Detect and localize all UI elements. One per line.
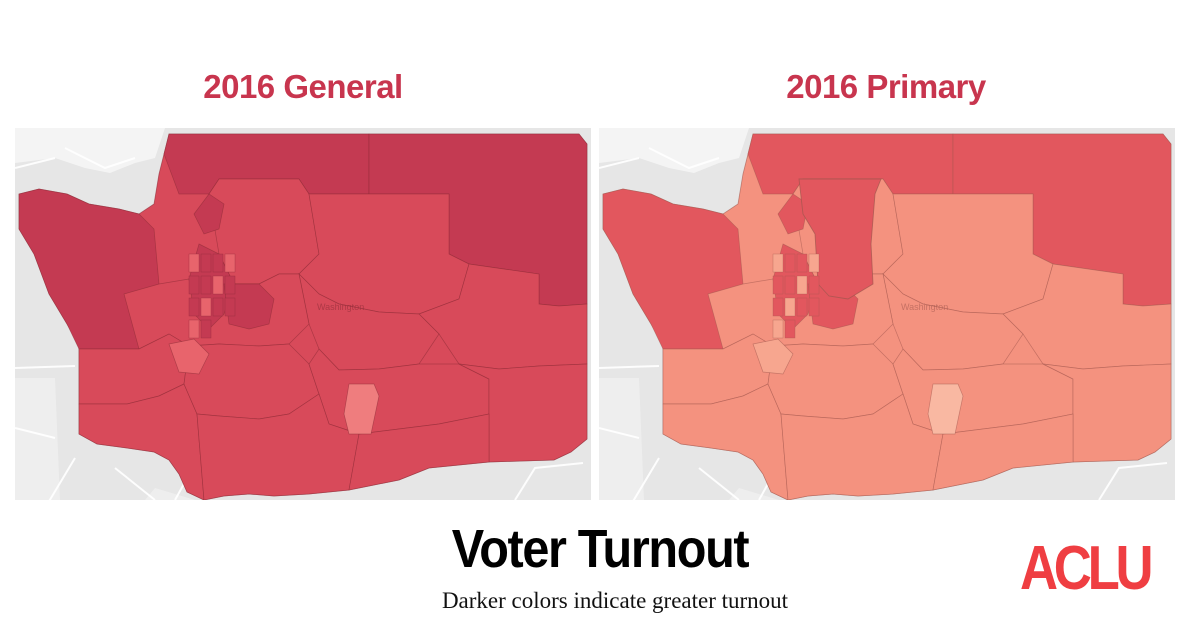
main-title: Voter Turnout — [451, 519, 750, 579]
subtitle: Darker colors indicate greater turnout — [441, 588, 789, 613]
general-turnout-map[interactable]: Washington — [15, 128, 591, 500]
aclu-logo: ACLU — [1020, 534, 1154, 603]
general-panel-title: 2016 General — [203, 68, 403, 105]
state-label: Washington — [901, 302, 948, 312]
primary-turnout-map[interactable]: Washington — [599, 128, 1175, 500]
primary-panel-title: 2016 Primary — [786, 68, 986, 105]
state-label: Washington — [317, 302, 364, 312]
